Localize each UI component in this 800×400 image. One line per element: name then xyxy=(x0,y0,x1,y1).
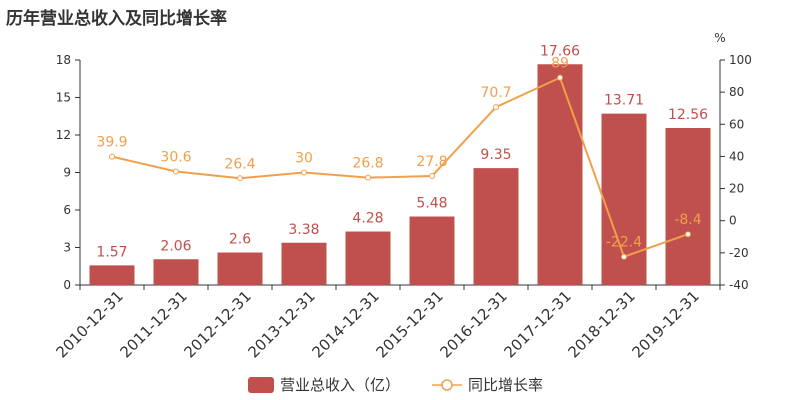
revenue-bar-label: 12.56 xyxy=(668,107,708,123)
growth-point-label: 30 xyxy=(295,151,313,167)
axes-group: 0369121518-40-20020406080100%2010-12-312… xyxy=(52,31,751,361)
bars-group xyxy=(89,64,711,285)
growth-point-label: 27.8 xyxy=(416,154,447,170)
growth-point xyxy=(685,231,691,238)
left-tick-label: 6 xyxy=(63,203,71,217)
right-tick-label: 80 xyxy=(729,85,744,99)
revenue-bar-label: 3.38 xyxy=(288,222,319,238)
growth-point xyxy=(621,253,627,260)
revenue-bar xyxy=(217,252,263,285)
x-tick-label: 2018-12-31 xyxy=(564,287,638,361)
x-tick-label: 2011-12-31 xyxy=(116,287,190,361)
growth-point-label: 39.9 xyxy=(96,135,127,151)
revenue-bar xyxy=(665,128,711,285)
x-tick-label: 2019-12-31 xyxy=(628,287,702,361)
right-tick-label: -40 xyxy=(729,278,749,292)
growth-point-label: 70.7 xyxy=(480,85,511,101)
growth-point-label: 26.4 xyxy=(224,156,255,172)
x-tick-label: 2014-12-31 xyxy=(308,287,382,361)
revenue-bar-label: 2.06 xyxy=(160,238,191,254)
right-tick-label: 0 xyxy=(729,214,737,228)
revenue-bar xyxy=(409,216,455,285)
x-tick-label: 2010-12-31 xyxy=(52,287,126,361)
legend-bar-swatch xyxy=(248,377,274,393)
right-tick-label: 60 xyxy=(729,117,744,131)
x-tick-label: 2013-12-31 xyxy=(244,287,318,361)
growth-line xyxy=(111,76,689,258)
x-tick-label: 2015-12-31 xyxy=(372,287,446,361)
left-tick-label: 3 xyxy=(63,241,71,255)
growth-point xyxy=(557,74,563,81)
left-tick-label: 12 xyxy=(56,128,71,142)
labels-group: 1.57 2.06 2.6 3.38 4.28 5.48 9.35 17.66 13.71 12.… xyxy=(96,43,708,260)
right-axis-unit: % xyxy=(714,31,725,45)
left-tick-label: 18 xyxy=(56,53,71,67)
revenue-bar xyxy=(89,265,135,285)
legend-line-label: 同比增长率 xyxy=(468,376,543,394)
growth-point xyxy=(301,169,307,176)
line-group xyxy=(109,74,691,260)
left-tick-label: 0 xyxy=(63,278,71,292)
x-tick-label: 2012-12-31 xyxy=(180,287,254,361)
growth-point-label: -8.4 xyxy=(674,212,701,228)
revenue-bar-label: 2.6 xyxy=(229,232,251,248)
revenue-bar xyxy=(281,242,327,285)
x-tick-label: 2017-12-31 xyxy=(500,287,574,361)
growth-point xyxy=(109,153,115,160)
growth-point-label: 26.8 xyxy=(352,156,383,172)
growth-point-label: 30.6 xyxy=(160,150,191,166)
growth-point xyxy=(365,174,371,181)
growth-point xyxy=(237,175,243,182)
revenue-bar xyxy=(537,64,583,285)
chart-title: 历年营业总收入及同比增长率 xyxy=(6,9,227,29)
growth-point-label: 89 xyxy=(551,56,569,72)
revenue-bar-label: 4.28 xyxy=(352,211,383,227)
revenue-bar-label: 9.35 xyxy=(480,147,511,163)
revenue-bar xyxy=(153,259,199,285)
revenue-bar-label: 1.57 xyxy=(96,244,127,260)
right-tick-label: 100 xyxy=(729,53,752,67)
revenue-bar xyxy=(345,231,391,285)
growth-point xyxy=(493,104,499,111)
legend-bar-label: 营业总收入（亿） xyxy=(280,376,400,394)
revenue-bar-label: 5.48 xyxy=(416,196,447,212)
legend[interactable]: 营业总收入（亿） 同比增长率 xyxy=(248,376,543,394)
growth-point xyxy=(429,173,435,180)
left-tick-label: 15 xyxy=(56,91,71,105)
left-tick-label: 9 xyxy=(63,166,71,180)
growth-point-label: -22.4 xyxy=(606,235,642,251)
revenue-bar xyxy=(473,168,519,285)
legend-line-marker xyxy=(441,379,453,391)
right-tick-label: 40 xyxy=(729,149,744,163)
revenue-bar-label: 17.66 xyxy=(540,43,580,59)
right-tick-label: -20 xyxy=(729,246,749,260)
x-tick-label: 2016-12-31 xyxy=(436,287,510,361)
revenue-bar-label: 13.71 xyxy=(604,93,644,109)
right-tick-label: 20 xyxy=(729,182,744,196)
growth-point xyxy=(173,168,179,175)
